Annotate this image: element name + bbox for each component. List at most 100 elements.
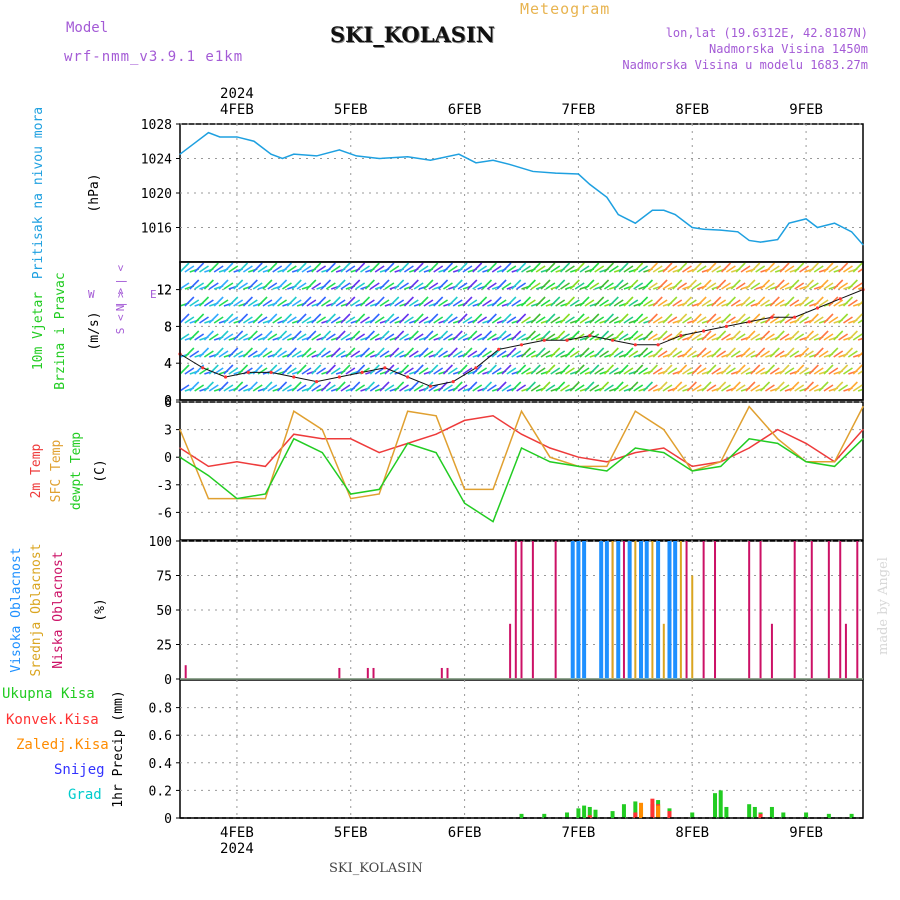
wind-barb: [442, 364, 454, 375]
wind-barb: [316, 367, 327, 375]
wind-ytick-label-top: 12: [156, 284, 172, 299]
sfc-temp-line-point: [606, 465, 608, 467]
wind-barb: [569, 350, 580, 358]
temperature-ytick-label: -3: [156, 479, 172, 494]
wind-barb: [340, 333, 351, 341]
wind-barb: [257, 296, 268, 307]
wind-barb: [267, 262, 278, 273]
wind-barb: [550, 347, 561, 358]
wind-barb: [823, 282, 834, 290]
wind-barb: [433, 367, 444, 375]
wind-barb: [233, 330, 244, 341]
temp2m-line-point: [691, 465, 693, 467]
wind-barb: [228, 367, 239, 375]
legend-graupel: Grad: [68, 787, 102, 803]
sfc-temp-line-point: [492, 488, 494, 490]
dewpt-line-point: [350, 493, 352, 495]
wind-barb: [237, 313, 249, 324]
wind-barb: [623, 316, 634, 324]
pressure-line-point: [316, 155, 318, 157]
wind-barb: [677, 262, 688, 273]
wind-barb: [316, 347, 327, 358]
wind-barb: [847, 330, 858, 341]
wind-barb: [525, 279, 536, 290]
wind-barb: [764, 262, 775, 273]
wind-barb: [472, 384, 483, 392]
wind-barb: [759, 279, 771, 290]
wind-barb: [521, 316, 531, 324]
wind-barb: [311, 282, 322, 290]
wind-barb: [335, 350, 346, 358]
wind-barb: [345, 316, 356, 324]
wind-barb: [272, 347, 283, 358]
wind-barb: [828, 316, 839, 324]
wind-barb: [316, 296, 327, 307]
wind-barb: [633, 333, 644, 341]
sfc-temp-line-point: [378, 493, 380, 495]
wind-barb: [262, 381, 273, 392]
wind-barb: [808, 364, 819, 375]
wind-barb: [535, 296, 546, 307]
wind-barb: [228, 296, 239, 307]
wind-barb: [418, 347, 429, 358]
mid-cloud-bar: [634, 541, 637, 679]
wind-ylabel2: Brzina i Pravac: [53, 272, 68, 389]
wind-barb: [735, 282, 746, 290]
pressure-line-point: [293, 153, 295, 155]
wind-barb: [818, 330, 829, 341]
wind-barb: [340, 262, 351, 273]
total-precip-bar: [582, 805, 587, 818]
wind-barb: [208, 333, 219, 341]
wind-barb: [579, 367, 590, 375]
temperature-ytick-label: 3: [164, 424, 172, 439]
wind-barb: [330, 347, 341, 358]
wind-barb: [486, 262, 497, 273]
wind-barb: [345, 296, 356, 307]
wind-barb: [423, 279, 434, 290]
wind-barb: [203, 381, 214, 392]
wind-barb: [569, 299, 580, 307]
wind-barb: [472, 262, 483, 273]
pressure-line-point: [651, 209, 654, 211]
wind-barb: [184, 316, 195, 324]
wind-barb: [789, 350, 800, 358]
wind-barb: [818, 299, 829, 307]
wind-barb: [364, 279, 375, 290]
wind-barb: [277, 381, 288, 392]
wind-barb: [560, 333, 570, 341]
wind-barb: [711, 316, 722, 324]
sfc-temp-line-point: [748, 406, 750, 408]
high-cloud-bar: [639, 541, 644, 679]
wind-barb: [769, 367, 780, 375]
temperature-ytick-label: 0: [164, 451, 172, 466]
sfc-temp-line-point: [293, 410, 295, 412]
wind-barb: [740, 347, 751, 358]
wind-barb: [516, 333, 527, 341]
clouds-ytick-label: 25: [156, 639, 172, 654]
wind-speed-point: [793, 315, 797, 319]
bottom-date-label: 4FEB: [220, 825, 254, 841]
wind-barb: [823, 333, 834, 341]
wind-barb: [808, 313, 819, 324]
clouds-panel: 0 25 50 75 100: [149, 535, 864, 688]
temp2m-line-point: [378, 452, 380, 454]
pressure-line-point: [816, 226, 819, 229]
pressure-line-point: [617, 213, 619, 216]
wind-barb: [681, 347, 693, 358]
wind-barb: [457, 313, 468, 324]
wind-barb: [789, 299, 800, 307]
wind-barb: [633, 313, 644, 324]
pressure-line-point: [509, 163, 511, 166]
wind-barb: [623, 265, 634, 273]
wind-barb: [413, 333, 424, 341]
wind-barb: [428, 384, 439, 392]
wind-barb: [769, 296, 780, 307]
wind-barb: [691, 333, 702, 341]
wind-speed-point: [633, 343, 637, 347]
wind-barb: [286, 347, 297, 358]
wind-barb: [384, 313, 395, 324]
wind-barb: [277, 350, 288, 358]
wind-barb: [462, 316, 473, 324]
wind-barb: [442, 262, 454, 273]
wind-barb: [725, 316, 736, 324]
